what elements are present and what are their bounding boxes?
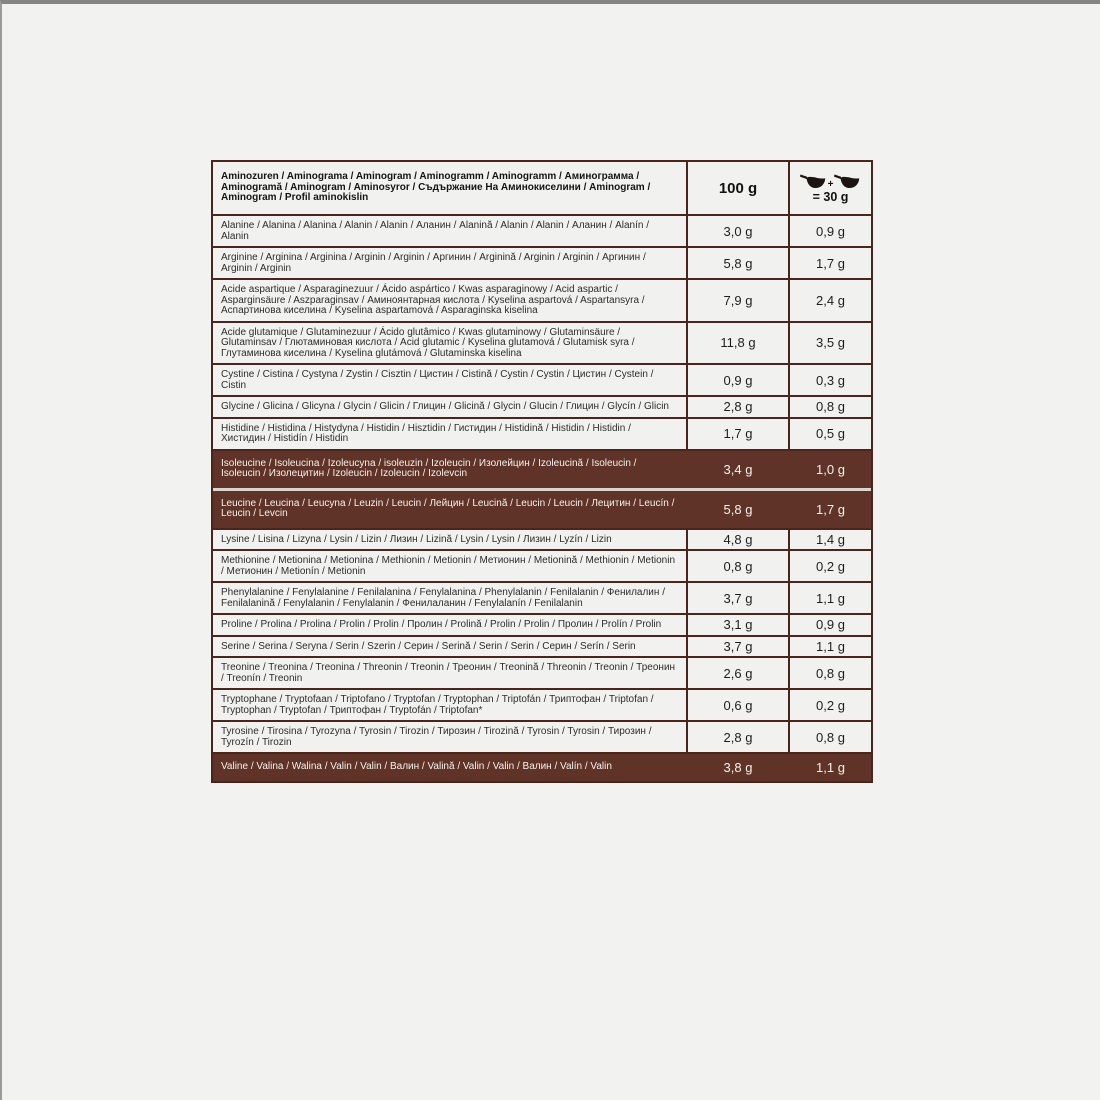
value-per-100g: 1,7 g <box>686 418 788 449</box>
value-per-100g: 4,8 g <box>686 529 788 549</box>
value-per-100g: 0,9 g <box>686 365 788 395</box>
header-scoop-cell: + = 30 g <box>788 162 871 214</box>
value-per-100g: 0,8 g <box>686 551 788 581</box>
amino-acid-names: Proline / Prolina / Prolina / Prolin / P… <box>221 619 662 630</box>
value-per-100g: 3,8 g <box>723 759 753 775</box>
value-per-30g: 0,9 g <box>788 216 871 246</box>
table-row: Valine / Valina / Walina / Valin / Valin… <box>213 752 871 781</box>
value-per-100g: 11,8 g <box>686 322 788 363</box>
value-per-30g: 1,1 g <box>788 636 871 656</box>
amino-acid-names: Phenylalanine / Fenylalanine / Fenilalan… <box>221 587 665 609</box>
amino-acid-names: Acide aspartique / Asparaginezuur / Ácid… <box>221 284 645 316</box>
value-per-30g: 0,2 g <box>788 690 871 720</box>
amino-acid-names: Alanine / Alanina / Alanina / Alanin / A… <box>221 220 649 242</box>
measuring-scoop-icon <box>834 173 861 190</box>
table-row: Lysine / Lisina / Lizyna / Lysin / Lizin… <box>213 527 871 549</box>
table-row: Serine / Serina / Seryna / Serin / Szeri… <box>213 634 871 656</box>
value-per-100g: 2,6 g <box>686 658 788 688</box>
value-per-30g: 3,5 g <box>788 322 871 363</box>
value-per-30g: 0,8 g <box>788 658 871 688</box>
header-per-100g-label: 100 g <box>686 162 788 214</box>
value-per-30g: 0,2 g <box>788 551 871 581</box>
table-row: Cystine / Cistina / Cystyna / Zystin / C… <box>213 363 871 395</box>
aminogram-table: Aminozuren / Aminograma / Aminogram / Am… <box>211 160 873 783</box>
amino-acid-names: Lysine / Lisina / Lizyna / Lysin / Lizin… <box>221 533 612 545</box>
value-per-100g: 5,8 g <box>723 501 753 517</box>
table-row: Histidine / Histidina / Histydyna / Hist… <box>213 416 871 449</box>
amino-acid-names: Tryptophane / Tryptofaan / Triptofano / … <box>221 694 654 716</box>
value-per-30g: 1,1 g <box>816 759 845 775</box>
amino-acid-names: Arginine / Arginina / Arginina / Arginin… <box>221 252 646 274</box>
amino-acid-names: Histidine / Histidina / Histydyna / Hist… <box>221 422 631 444</box>
amino-acid-names: Glycine / Glicina / Glicyna / Glycin / G… <box>221 401 669 412</box>
value-per-100g: 3,7 g <box>686 636 788 656</box>
value-per-100g: 2,8 g <box>686 722 788 752</box>
table-row: Acide glutamique / Glutaminezuur / Ácido… <box>213 320 871 363</box>
value-per-30g: 2,4 g <box>788 280 871 321</box>
scoop-equals-label: = 30 g <box>812 190 849 204</box>
table-row: Isoleucine / Isoleucina / Izoleucyna / i… <box>213 448 871 488</box>
table-header-row: Aminozuren / Aminograma / Aminogram / Am… <box>213 162 871 214</box>
value-per-30g: 0,5 g <box>788 418 871 449</box>
amino-acid-names: Tyrosine / Tirosina / Tyrozyna / Tyrosin… <box>221 726 652 748</box>
value-per-30g: 1,0 g <box>816 461 845 477</box>
amino-acid-names: Cystine / Cistina / Cystyna / Zystin / C… <box>221 369 654 391</box>
value-per-100g: 7,9 g <box>686 280 788 321</box>
amino-acid-names: Treonine / Treonina / Treonina / Threoni… <box>221 662 676 684</box>
value-per-30g: 0,8 g <box>788 397 871 417</box>
amino-acid-names: Methionine / Metionina / Metionina / Met… <box>221 555 676 577</box>
value-per-100g: 3,7 g <box>686 583 788 613</box>
value-per-100g: 3,0 g <box>686 216 788 246</box>
value-per-100g: 2,8 g <box>686 397 788 417</box>
value-per-30g: 1,1 g <box>788 583 871 613</box>
value-per-100g: 3,1 g <box>686 615 788 635</box>
value-per-100g: 3,4 g <box>723 461 753 477</box>
table-row: Tryptophane / Tryptofaan / Triptofano / … <box>213 688 871 720</box>
amino-acid-names: Valine / Valina / Walina / Valin / Valin… <box>221 761 612 772</box>
measuring-scoop-icon <box>799 173 827 190</box>
value-per-30g: 0,9 g <box>788 615 871 635</box>
table-row: Methionine / Metionina / Metionina / Met… <box>213 549 871 581</box>
amino-acid-names: Acide glutamique / Glutaminezuur / Ácido… <box>221 326 635 359</box>
table-title: Aminozuren / Aminograma / Aminogram / Am… <box>221 171 651 204</box>
value-per-30g: 1,4 g <box>788 529 871 549</box>
amino-acid-names: Leucine / Leucina / Leucyna / Leuzin / L… <box>221 497 675 519</box>
table-row: Alanine / Alanina / Alanina / Alanin / A… <box>213 214 871 246</box>
plus-sign: + <box>827 178 834 190</box>
value-per-100g: 0,6 g <box>686 690 788 720</box>
table-row: Phenylalanine / Fenylalanine / Fenilalan… <box>213 581 871 613</box>
value-per-30g: 0,3 g <box>788 365 871 395</box>
value-per-30g: 1,7 g <box>816 501 845 517</box>
table-row: Proline / Prolina / Prolina / Prolin / P… <box>213 613 871 635</box>
value-per-100g: 5,8 g <box>686 248 788 278</box>
table-row: Glycine / Glicina / Glicyna / Glycin / G… <box>213 395 871 417</box>
table-row: Tyrosine / Tirosina / Tyrozyna / Tyrosin… <box>213 720 871 752</box>
value-per-30g: 1,7 g <box>788 248 871 278</box>
value-per-30g: 0,8 g <box>788 722 871 752</box>
table-row: Acide aspartique / Asparaginezuur / Ácid… <box>213 278 871 321</box>
amino-acid-names: Isoleucine / Isoleucina / Izoleucyna / i… <box>221 457 637 479</box>
amino-acid-names: Serine / Serina / Seryna / Serin / Szeri… <box>221 640 636 652</box>
table-row: Arginine / Arginina / Arginina / Arginin… <box>213 246 871 278</box>
table-row: Treonine / Treonina / Treonina / Threoni… <box>213 656 871 688</box>
scoops-group: + <box>799 172 862 190</box>
table-row: Leucine / Leucina / Leucyna / Leuzin / L… <box>213 487 871 528</box>
